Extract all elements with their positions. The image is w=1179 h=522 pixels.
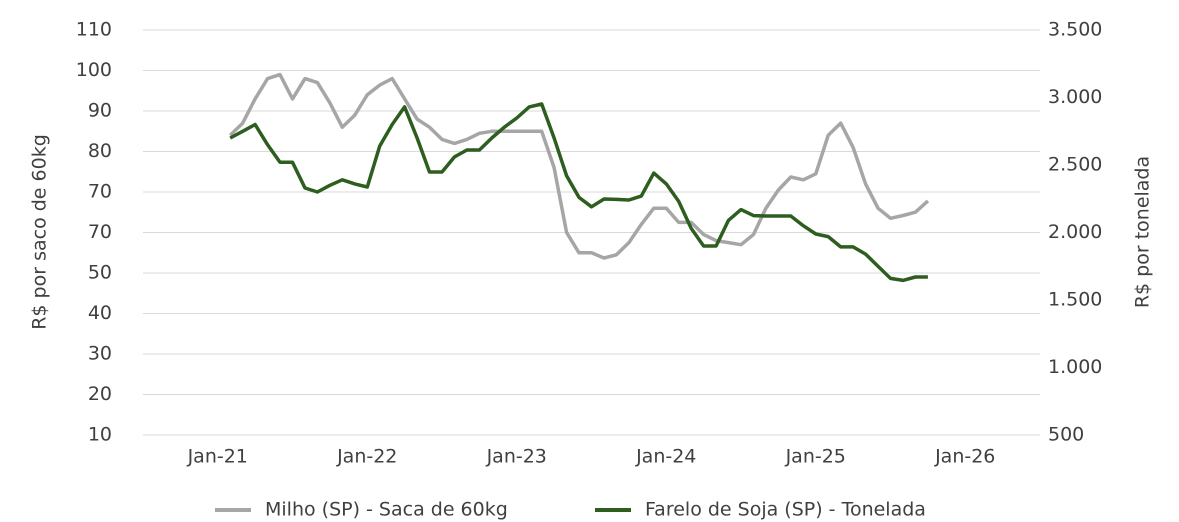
y2-axis-label: R$ por tonelada <box>1132 156 1154 308</box>
y-tick-label: 20 <box>88 383 112 405</box>
y2-tick-label: 1.500 <box>1048 289 1102 311</box>
y-tick-label: 10 <box>88 424 112 446</box>
x-tick-label: Jan-23 <box>486 446 547 468</box>
y2-tick-label: 3.000 <box>1048 86 1102 108</box>
x-tick-label: Jan-24 <box>635 446 696 468</box>
y-axis-label: R$ por saco de 60kg <box>29 134 51 330</box>
legend-label: Farelo de Soja (SP) - Tonelada <box>645 499 926 521</box>
x-tick-label: Jan-26 <box>934 446 995 468</box>
y-tick-label: 70 <box>88 221 112 243</box>
y2-tick-label: 500 <box>1048 424 1084 446</box>
y-tick-label: 90 <box>88 100 112 122</box>
y-tick-label: 40 <box>88 302 112 324</box>
x-tick-label: Jan-21 <box>187 446 248 468</box>
y-tick-label: 50 <box>88 262 112 284</box>
line-series <box>229 102 928 283</box>
x-tick-label: Jan-22 <box>336 446 397 468</box>
line-series <box>228 72 930 260</box>
y-tick-label: 80 <box>88 140 112 162</box>
x-tick-label: Jan-25 <box>785 446 846 468</box>
y2-tick-label: 2.500 <box>1048 154 1102 176</box>
legend-label: Milho (SP) - Saca de 60kg <box>265 499 508 521</box>
y-tick-label: 100 <box>76 59 112 81</box>
y-tick-label: 30 <box>88 343 112 365</box>
y2-tick-label: 3.500 <box>1048 19 1102 41</box>
y2-tick-label: 2.000 <box>1048 221 1102 243</box>
y2-tick-label: 1.000 <box>1048 356 1102 378</box>
y-tick-label: 70 <box>88 181 112 203</box>
y-tick-label: 110 <box>76 19 112 41</box>
